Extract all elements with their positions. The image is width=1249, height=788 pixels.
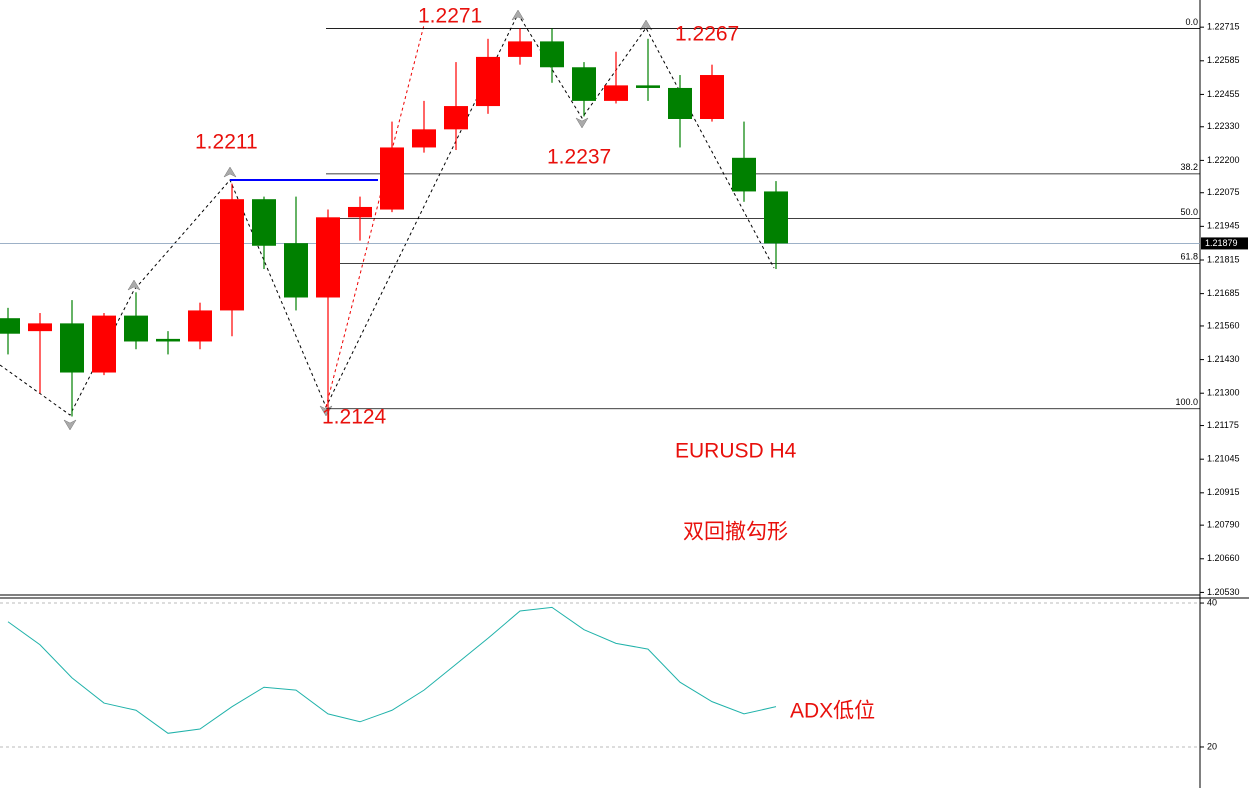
y-tick-label: 1.20530 — [1207, 587, 1240, 597]
marker — [575, 117, 589, 129]
candle-body — [412, 129, 436, 148]
candle-body — [156, 338, 180, 342]
annotation: 1.2124 — [322, 406, 387, 429]
annotation: ADX低位 — [790, 700, 875, 723]
y-tick-label: 1.20660 — [1207, 553, 1240, 563]
zigzag — [0, 9, 775, 431]
fib-label: 100.0 — [1175, 397, 1198, 407]
current-price-box — [1201, 237, 1248, 250]
candle-body — [220, 199, 244, 311]
current-price-label: 1.21879 — [1205, 238, 1238, 248]
annotation: 双回撤勾形 — [683, 521, 788, 544]
annotation: 1.2267 — [675, 23, 739, 46]
y-tick-label: 1.22330 — [1207, 121, 1240, 131]
candle-body — [28, 323, 52, 332]
y-tick-label: 1.22200 — [1207, 155, 1240, 165]
y-tick-label: 1.21815 — [1207, 254, 1240, 264]
y-tick-label: 1.20790 — [1207, 520, 1240, 530]
plot: 1.22715 1.22585 1.22455 1.22330 1.22200 1.220… — [0, 17, 1248, 751]
y-tick-label: 1.21685 — [1207, 288, 1240, 298]
candle-body — [668, 87, 692, 119]
candle-body — [476, 56, 500, 107]
marker — [223, 166, 237, 178]
candle-body — [764, 191, 788, 244]
candle-body — [0, 318, 20, 334]
candle-body — [316, 217, 340, 298]
y-tick-label: 1.21045 — [1207, 454, 1240, 464]
y-tick-label: 20 — [1207, 741, 1217, 751]
y-tick-label: 1.20915 — [1207, 487, 1240, 497]
candle-body — [636, 85, 660, 88]
marker — [511, 9, 525, 21]
candle-body — [188, 310, 212, 342]
marker — [127, 279, 141, 291]
adx-line — [7, 606, 777, 734]
y-tick-label: 1.21175 — [1207, 420, 1239, 430]
chart-title: EURUSD H4 — [675, 440, 797, 463]
candle-body — [92, 315, 116, 373]
y-tick-label: 1.21560 — [1207, 320, 1240, 330]
candle-body — [444, 106, 468, 130]
swing-markers — [63, 9, 653, 431]
fib-label: 50.0 — [1180, 207, 1198, 217]
y-tick-label: 1.21945 — [1207, 221, 1240, 231]
candle-body — [252, 199, 276, 246]
y-tick-label: 1.22455 — [1207, 89, 1240, 99]
candle-body — [540, 41, 564, 68]
marker — [63, 419, 77, 431]
annotation: 1.2211 — [195, 131, 258, 154]
annotation: 1.2271 — [418, 5, 482, 28]
candle-body — [124, 315, 148, 342]
fib-label: 61.8 — [1180, 252, 1198, 262]
candle-body — [604, 85, 628, 101]
candle-body — [508, 41, 532, 57]
y-tick-label: 1.21430 — [1207, 354, 1240, 364]
candle-body — [380, 147, 404, 210]
fib-label: 38.2 — [1180, 162, 1198, 172]
candle-body — [348, 206, 372, 218]
y-tick-label: 1.22715 — [1207, 22, 1240, 32]
candle-body — [700, 75, 724, 119]
annotation: 1.2237 — [547, 146, 611, 169]
candle-body — [732, 157, 756, 192]
y-tick-label: 1.22075 — [1207, 187, 1240, 197]
candle-body — [284, 243, 308, 298]
y-tick-label: 40 — [1207, 597, 1217, 607]
y-tick-label: 1.21300 — [1207, 388, 1240, 398]
candle-body — [60, 323, 84, 373]
y-tick-label: 1.22585 — [1207, 55, 1240, 65]
marker — [639, 19, 653, 31]
candle-body — [572, 67, 596, 101]
fib-label: 0.0 — [1185, 17, 1198, 27]
